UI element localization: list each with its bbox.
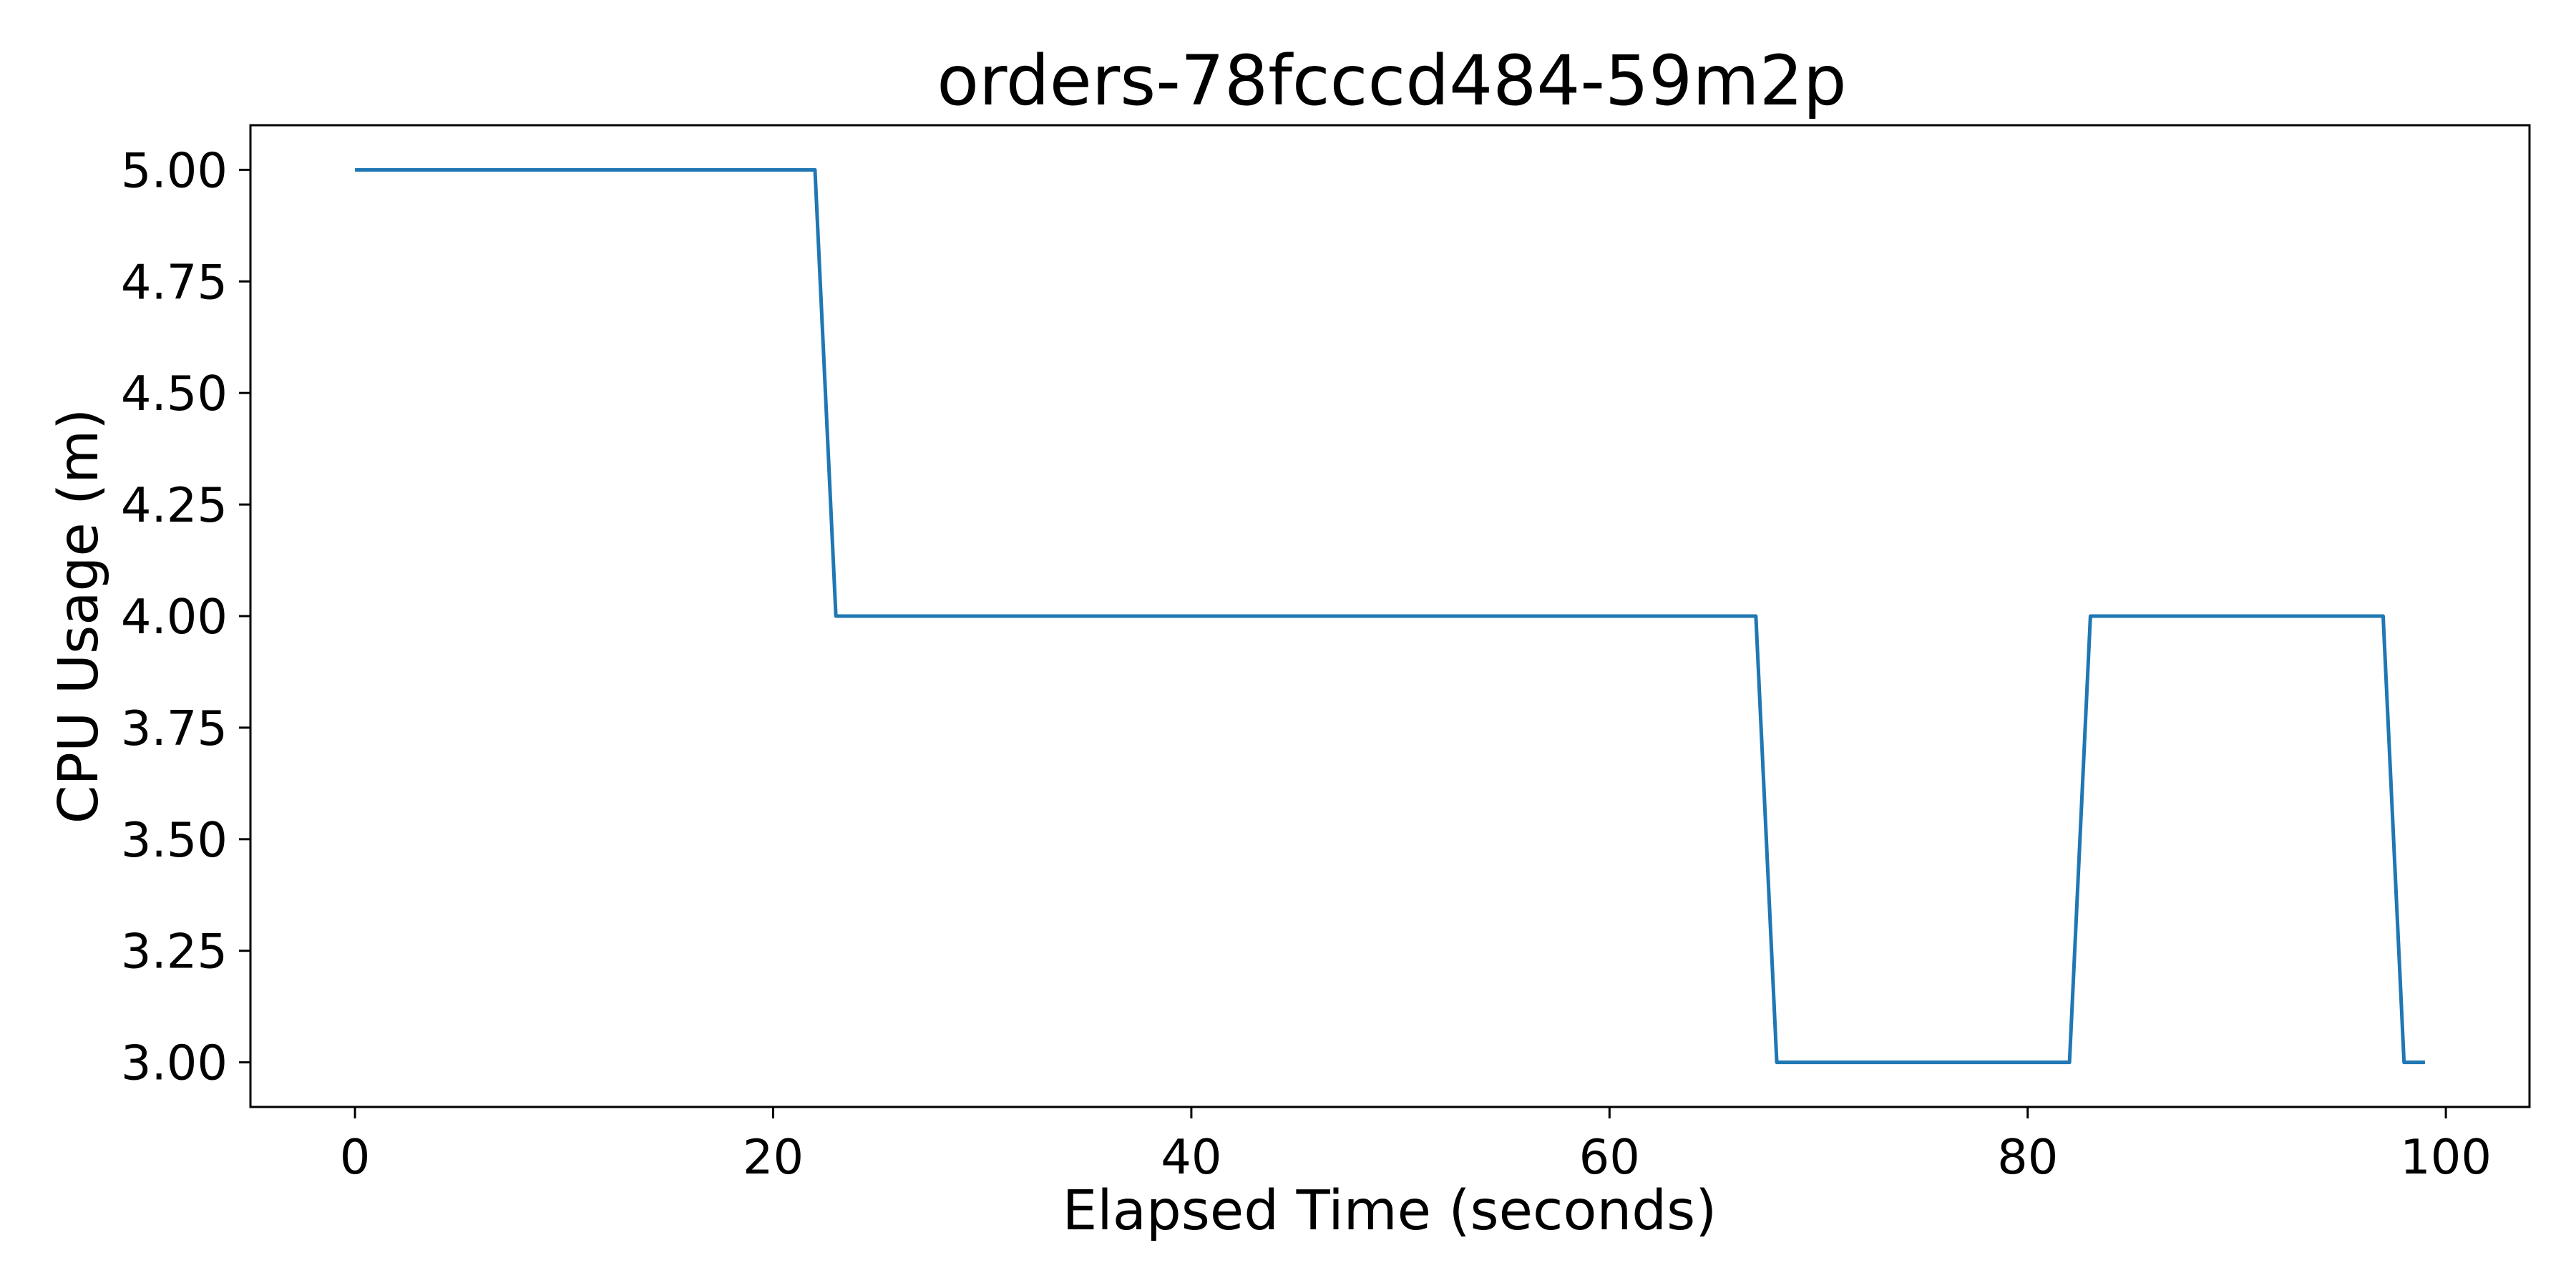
x-axis-label: Elapsed Time (seconds) [1063, 1179, 1717, 1243]
y-axis-label: CPU Usage (m) [47, 409, 111, 824]
y-tick-label: 4.25 [121, 477, 228, 533]
y-tick-label: 3.00 [121, 1035, 228, 1091]
y-tick-label: 5.00 [121, 142, 228, 198]
x-tick-label: 100 [2400, 1129, 2492, 1185]
x-tick-label: 80 [1997, 1129, 2058, 1185]
x-tick-label: 0 [340, 1129, 371, 1185]
y-tick-label: 4.00 [121, 589, 228, 645]
y-tick-label: 3.25 [121, 924, 228, 980]
x-tick-label: 60 [1579, 1129, 1640, 1185]
y-tick-label: 4.75 [121, 254, 228, 310]
x-axis-ticks: 0 20 40 60 80 100 [340, 1107, 2492, 1185]
plot-area [355, 167, 2425, 1065]
x-tick-label: 20 [743, 1129, 804, 1185]
series-line-0 [355, 167, 2425, 1065]
x-tick-label: 40 [1161, 1129, 1221, 1185]
y-tick-label: 4.50 [121, 366, 228, 421]
y-tick-label: 3.75 [121, 701, 228, 756]
axes-frame [249, 124, 2531, 1108]
chart-title: orders-78fcccd484-59m2p [937, 41, 1846, 121]
y-axis-ticks: 3.00 3.25 3.50 3.75 4.00 4.25 4.50 4.75 5.00 [121, 142, 250, 1091]
y-tick-label: 3.50 [121, 812, 228, 868]
